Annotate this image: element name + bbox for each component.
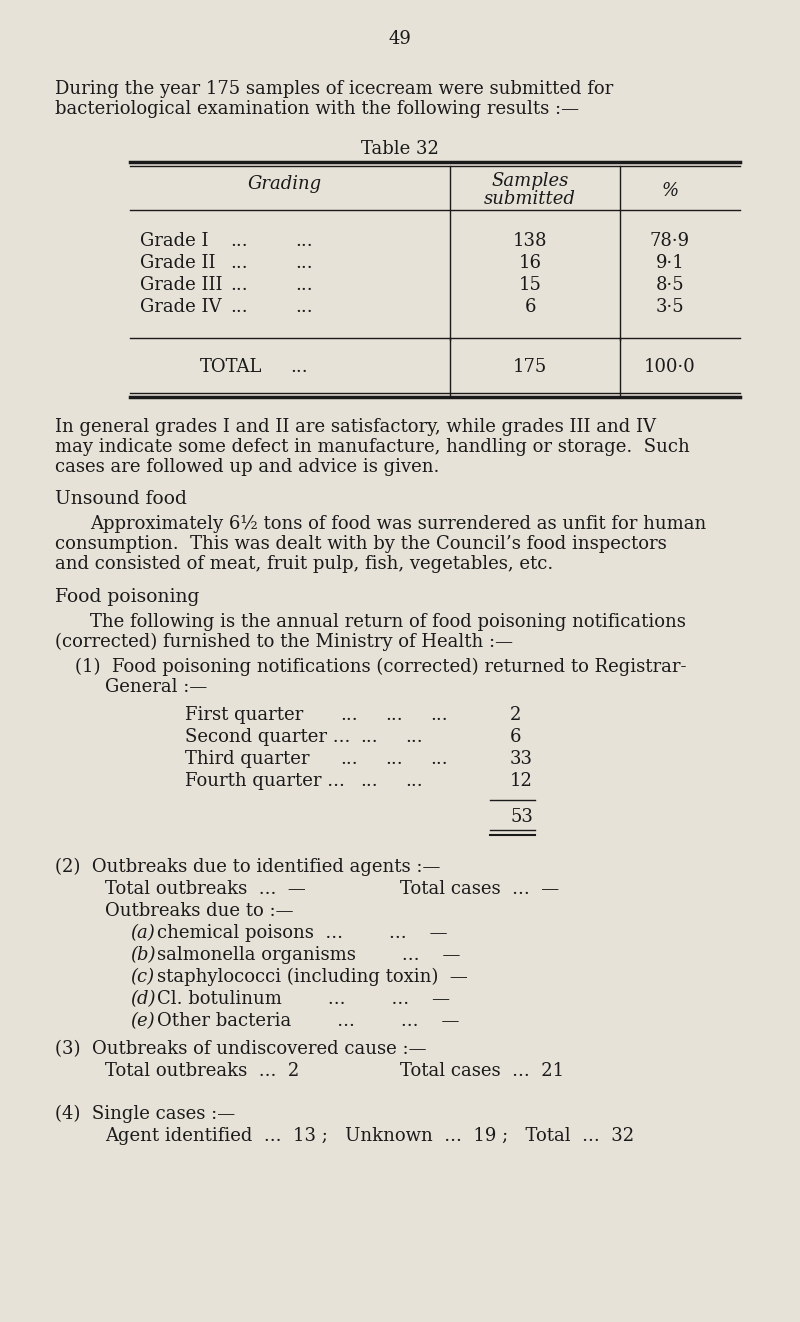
Text: salmonella organisms        ...    —: salmonella organisms ... — <box>157 947 460 964</box>
Text: may indicate some defect in manufacture, handling or storage.  Such: may indicate some defect in manufacture,… <box>55 438 690 456</box>
Text: The following is the annual return of food poisoning notifications: The following is the annual return of fo… <box>90 613 686 631</box>
Text: ...: ... <box>340 706 358 724</box>
Text: 175: 175 <box>513 358 547 375</box>
Text: (e): (e) <box>130 1013 154 1030</box>
Text: (3)  Outbreaks of undiscovered cause :—: (3) Outbreaks of undiscovered cause :— <box>55 1040 426 1058</box>
Text: Samples: Samples <box>491 172 569 190</box>
Text: TOTAL: TOTAL <box>200 358 262 375</box>
Text: During the year 175 samples of icecream were submitted for: During the year 175 samples of icecream … <box>55 81 614 98</box>
Text: Outbreaks due to :—: Outbreaks due to :— <box>105 902 294 920</box>
Text: First quarter: First quarter <box>185 706 303 724</box>
Text: (b): (b) <box>130 947 155 964</box>
Text: bacteriological examination with the following results :—: bacteriological examination with the fol… <box>55 100 579 118</box>
Text: ...: ... <box>360 728 378 746</box>
Text: and consisted of meat, fruit pulp, fish, vegetables, etc.: and consisted of meat, fruit pulp, fish,… <box>55 555 554 572</box>
Text: (c): (c) <box>130 968 154 986</box>
Text: Grading: Grading <box>248 175 322 193</box>
Text: (1)  Food poisoning notifications (corrected) returned to Registrar-: (1) Food poisoning notifications (correc… <box>75 658 686 677</box>
Text: 15: 15 <box>518 276 542 293</box>
Text: Grade III: Grade III <box>140 276 222 293</box>
Text: 3·5: 3·5 <box>656 297 684 316</box>
Text: ...: ... <box>360 772 378 791</box>
Text: 12: 12 <box>510 772 533 791</box>
Text: ...: ... <box>385 706 402 724</box>
Text: In general grades I and II are satisfactory, while grades III and IV: In general grades I and II are satisfact… <box>55 418 656 436</box>
Text: ...: ... <box>230 297 248 316</box>
Text: ...: ... <box>295 297 313 316</box>
Text: (a): (a) <box>130 924 154 943</box>
Text: Table 32: Table 32 <box>361 140 439 159</box>
Text: 33: 33 <box>510 750 533 768</box>
Text: Grade IV: Grade IV <box>140 297 222 316</box>
Text: Total cases  ...  21: Total cases ... 21 <box>400 1062 564 1080</box>
Text: 78·9: 78·9 <box>650 231 690 250</box>
Text: 53: 53 <box>510 808 533 826</box>
Text: 16: 16 <box>518 254 542 272</box>
Text: Unsound food: Unsound food <box>55 490 187 508</box>
Text: 100·0: 100·0 <box>644 358 696 375</box>
Text: ...: ... <box>340 750 358 768</box>
Text: 138: 138 <box>513 231 547 250</box>
Text: ...: ... <box>290 358 308 375</box>
Text: Other bacteria        ...        ...    —: Other bacteria ... ... — <box>157 1013 459 1030</box>
Text: General :—: General :— <box>105 678 207 695</box>
Text: Grade I: Grade I <box>140 231 209 250</box>
Text: (4)  Single cases :—: (4) Single cases :— <box>55 1105 235 1124</box>
Text: Agent identified  ...  13 ;   Unknown  ...  19 ;   Total  ...  32: Agent identified ... 13 ; Unknown ... 19… <box>105 1126 634 1145</box>
Text: Total outbreaks  ...  —: Total outbreaks ... — <box>105 880 306 898</box>
Text: Second quarter ...: Second quarter ... <box>185 728 350 746</box>
Text: ...: ... <box>230 254 248 272</box>
Text: Total outbreaks  ...  2: Total outbreaks ... 2 <box>105 1062 299 1080</box>
Text: Third quarter: Third quarter <box>185 750 310 768</box>
Text: 6: 6 <box>524 297 536 316</box>
Text: Approximately 6½ tons of food was surrendered as unfit for human: Approximately 6½ tons of food was surren… <box>90 516 706 533</box>
Text: 9·1: 9·1 <box>656 254 684 272</box>
Text: (d): (d) <box>130 990 155 1007</box>
Text: ...: ... <box>295 231 313 250</box>
Text: 8·5: 8·5 <box>656 276 684 293</box>
Text: Grade II: Grade II <box>140 254 215 272</box>
Text: ...: ... <box>230 231 248 250</box>
Text: staphylococci (including toxin)  —: staphylococci (including toxin) — <box>157 968 468 986</box>
Text: 49: 49 <box>389 30 411 48</box>
Text: (corrected) furnished to the Ministry of Health :—: (corrected) furnished to the Ministry of… <box>55 633 513 652</box>
Text: ...: ... <box>405 772 422 791</box>
Text: (2)  Outbreaks due to identified agents :—: (2) Outbreaks due to identified agents :… <box>55 858 440 876</box>
Text: ...: ... <box>295 276 313 293</box>
Text: Fourth quarter ...: Fourth quarter ... <box>185 772 345 791</box>
Text: chemical poisons  ...        ...    —: chemical poisons ... ... — <box>157 924 447 943</box>
Text: cases are followed up and advice is given.: cases are followed up and advice is give… <box>55 457 439 476</box>
Text: Food poisoning: Food poisoning <box>55 588 199 605</box>
Text: ...: ... <box>405 728 422 746</box>
Text: ...: ... <box>430 750 448 768</box>
Text: 6: 6 <box>510 728 522 746</box>
Text: submitted: submitted <box>484 190 576 208</box>
Text: ...: ... <box>230 276 248 293</box>
Text: ...: ... <box>295 254 313 272</box>
Text: Total cases  ...  —: Total cases ... — <box>400 880 559 898</box>
Text: 2: 2 <box>510 706 522 724</box>
Text: consumption.  This was dealt with by the Council’s food inspectors: consumption. This was dealt with by the … <box>55 535 666 553</box>
Text: Cl. botulinum        ...        ...    —: Cl. botulinum ... ... — <box>157 990 450 1007</box>
Text: ...: ... <box>430 706 448 724</box>
Text: %: % <box>662 182 678 200</box>
Text: ...: ... <box>385 750 402 768</box>
